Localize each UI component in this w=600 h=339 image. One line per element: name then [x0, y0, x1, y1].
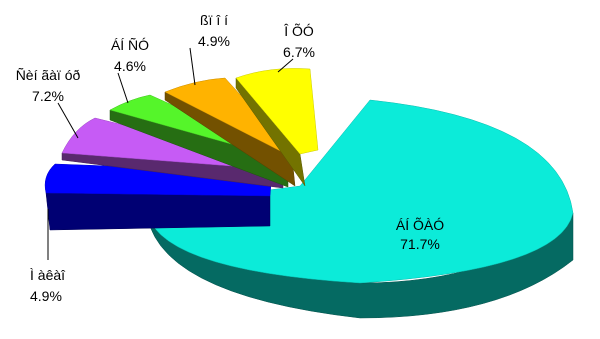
slice-label-yellow: Î ÕÓ 6.7% — [283, 23, 315, 60]
slice-side-blue — [45, 192, 271, 231]
slice-label-purple-name: Ñèí ãàï óð — [16, 67, 81, 83]
slice-label-purple-value: 7.2% — [32, 88, 64, 104]
leader-line-orange — [189, 47, 196, 86]
slice-top-yellow — [235, 68, 319, 155]
slice-label-yellow-value: 6.7% — [283, 44, 315, 60]
slice-label-main: ÁÍ ÕÀÓ 71.7% — [396, 217, 444, 252]
slice-label-green-value: 4.6% — [114, 58, 146, 74]
slice-top-main — [145, 99, 574, 284]
slice-label-green: ÁÍ ÑÓ 4.6% — [111, 37, 149, 74]
slice-label-green-name: ÁÍ ÑÓ — [111, 37, 149, 53]
leader-line-yellow — [277, 58, 294, 73]
leader-line-green — [117, 72, 129, 104]
slice-label-orange-value: 4.9% — [198, 33, 230, 49]
slice-label-blue-name: Ì àêàî — [30, 267, 66, 283]
slice-label-orange-name: ßï î í — [200, 12, 228, 28]
slice-label-main-value: 71.7% — [400, 236, 440, 252]
slice-label-blue-value: 4.9% — [30, 288, 62, 304]
slice-label-orange: ßï î í 4.9% — [198, 12, 230, 49]
slice-label-purple: Ñèí ãàï óð 7.2% — [16, 67, 81, 104]
slice-label-main-name: ÁÍ ÕÀÓ — [396, 217, 444, 233]
leader-line-purple — [57, 102, 79, 139]
slice-label-blue: Ì àêàî 4.9% — [30, 267, 66, 304]
slice-label-yellow-name: Î ÕÓ — [283, 23, 314, 39]
